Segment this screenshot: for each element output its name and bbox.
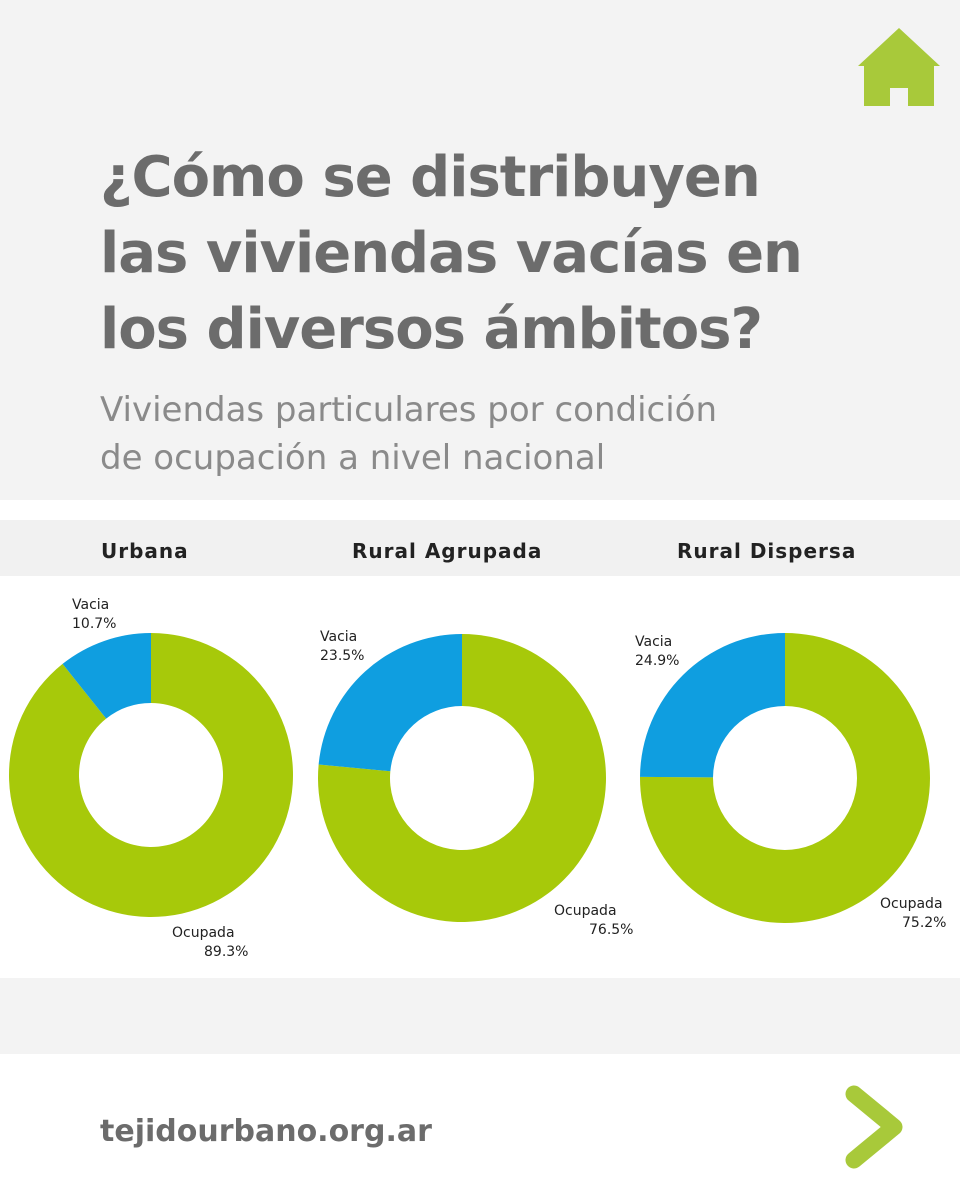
title-line-2: las viviendas vacías en (100, 221, 803, 286)
label-urbana-vacia-name: Vacia (72, 597, 109, 613)
chart-title-rural-dispersa: Rural Dispersa (677, 539, 857, 563)
label-rural-dispersa-ocupada-name: Ocupada (880, 896, 943, 912)
donut-rural-dispersa: Ocupada 75.2% Vacia 24.9% (635, 633, 946, 931)
chevron-right-icon[interactable] (842, 1082, 906, 1172)
title-line-3: los diversos ámbitos? (100, 297, 763, 362)
slice-rural-agrupada-ocupada (318, 634, 606, 922)
slice-urbana-ocupada (8, 633, 293, 917)
label-urbana-vacia-value: 10.7% (72, 616, 116, 632)
title-line-1: ¿Cómo se distribuyen (100, 145, 761, 210)
page-title: ¿Cómo se distribuyen las viviendas vacía… (100, 140, 920, 368)
slice-rural-agrupada-vacia (318, 634, 462, 772)
label-rural-dispersa-ocupada-value: 75.2% (902, 915, 946, 931)
chart-title-rural-agrupada: Rural Agrupada (352, 539, 543, 563)
site-url[interactable]: tejidourbano.org.ar (100, 1114, 432, 1149)
chart-title-urbana: Urbana (101, 539, 189, 563)
label-rural-dispersa-vacia-value: 24.9% (635, 653, 679, 669)
label-urbana-ocupada-name: Ocupada (172, 925, 235, 941)
label-rural-agrupada-vacia-value: 23.5% (320, 648, 364, 664)
footer (0, 1054, 960, 1200)
donut-urbana: Ocupada 89.3% Vacia 10.7% (8, 597, 293, 960)
home-icon (858, 28, 940, 106)
page-subtitle: Viviendas particulares por condición de … (100, 386, 920, 482)
chart-headers-strip (0, 520, 960, 576)
slice-urbana-vacia (62, 633, 152, 719)
label-rural-agrupada-ocupada-name: Ocupada (554, 903, 617, 919)
donut-rural-agrupada: Ocupada 76.5% Vacia 23.5% (318, 629, 633, 938)
label-rural-agrupada-ocupada-value: 76.5% (589, 922, 633, 938)
label-urbana-ocupada-value: 89.3% (204, 944, 248, 960)
subtitle-line-1: Viviendas particulares por condición (100, 390, 718, 430)
label-rural-dispersa-vacia-name: Vacia (635, 634, 672, 650)
slice-rural-dispersa-vacia (640, 633, 785, 778)
label-rural-agrupada-vacia-name: Vacia (320, 629, 357, 645)
subtitle-line-2: de ocupación a nivel nacional (100, 438, 606, 478)
slice-rural-dispersa-ocupada (640, 633, 930, 923)
